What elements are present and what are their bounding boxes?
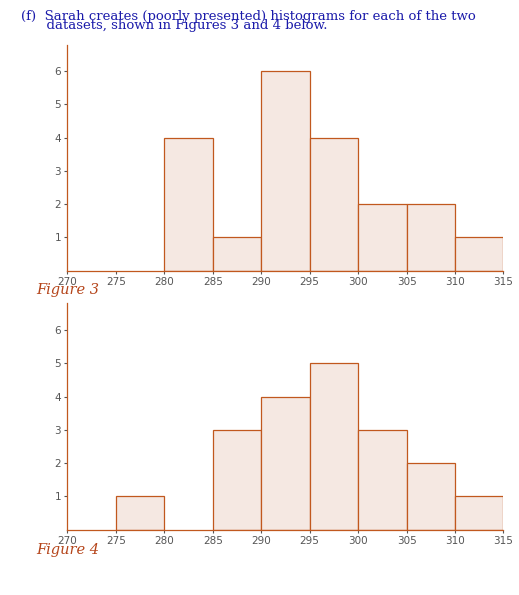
Bar	[406, 463, 455, 530]
Bar	[213, 430, 261, 530]
Text: datasets, shown in Figures 3 and 4 below.: datasets, shown in Figures 3 and 4 below…	[21, 19, 327, 32]
Bar	[310, 137, 358, 271]
Text: (f)  Sarah creates (poorly presented) histograms for each of the two: (f) Sarah creates (poorly presented) his…	[21, 10, 475, 23]
Bar	[165, 137, 213, 271]
Bar	[358, 430, 406, 530]
Bar	[455, 496, 503, 530]
Text: Figure 3: Figure 3	[36, 283, 99, 298]
Bar	[455, 237, 503, 271]
Bar	[261, 71, 310, 271]
Bar	[358, 204, 406, 271]
Bar	[213, 237, 261, 271]
Bar	[310, 364, 358, 530]
Bar	[261, 396, 310, 530]
Bar	[406, 204, 455, 271]
Bar	[116, 496, 165, 530]
Text: Figure 4: Figure 4	[36, 543, 99, 557]
